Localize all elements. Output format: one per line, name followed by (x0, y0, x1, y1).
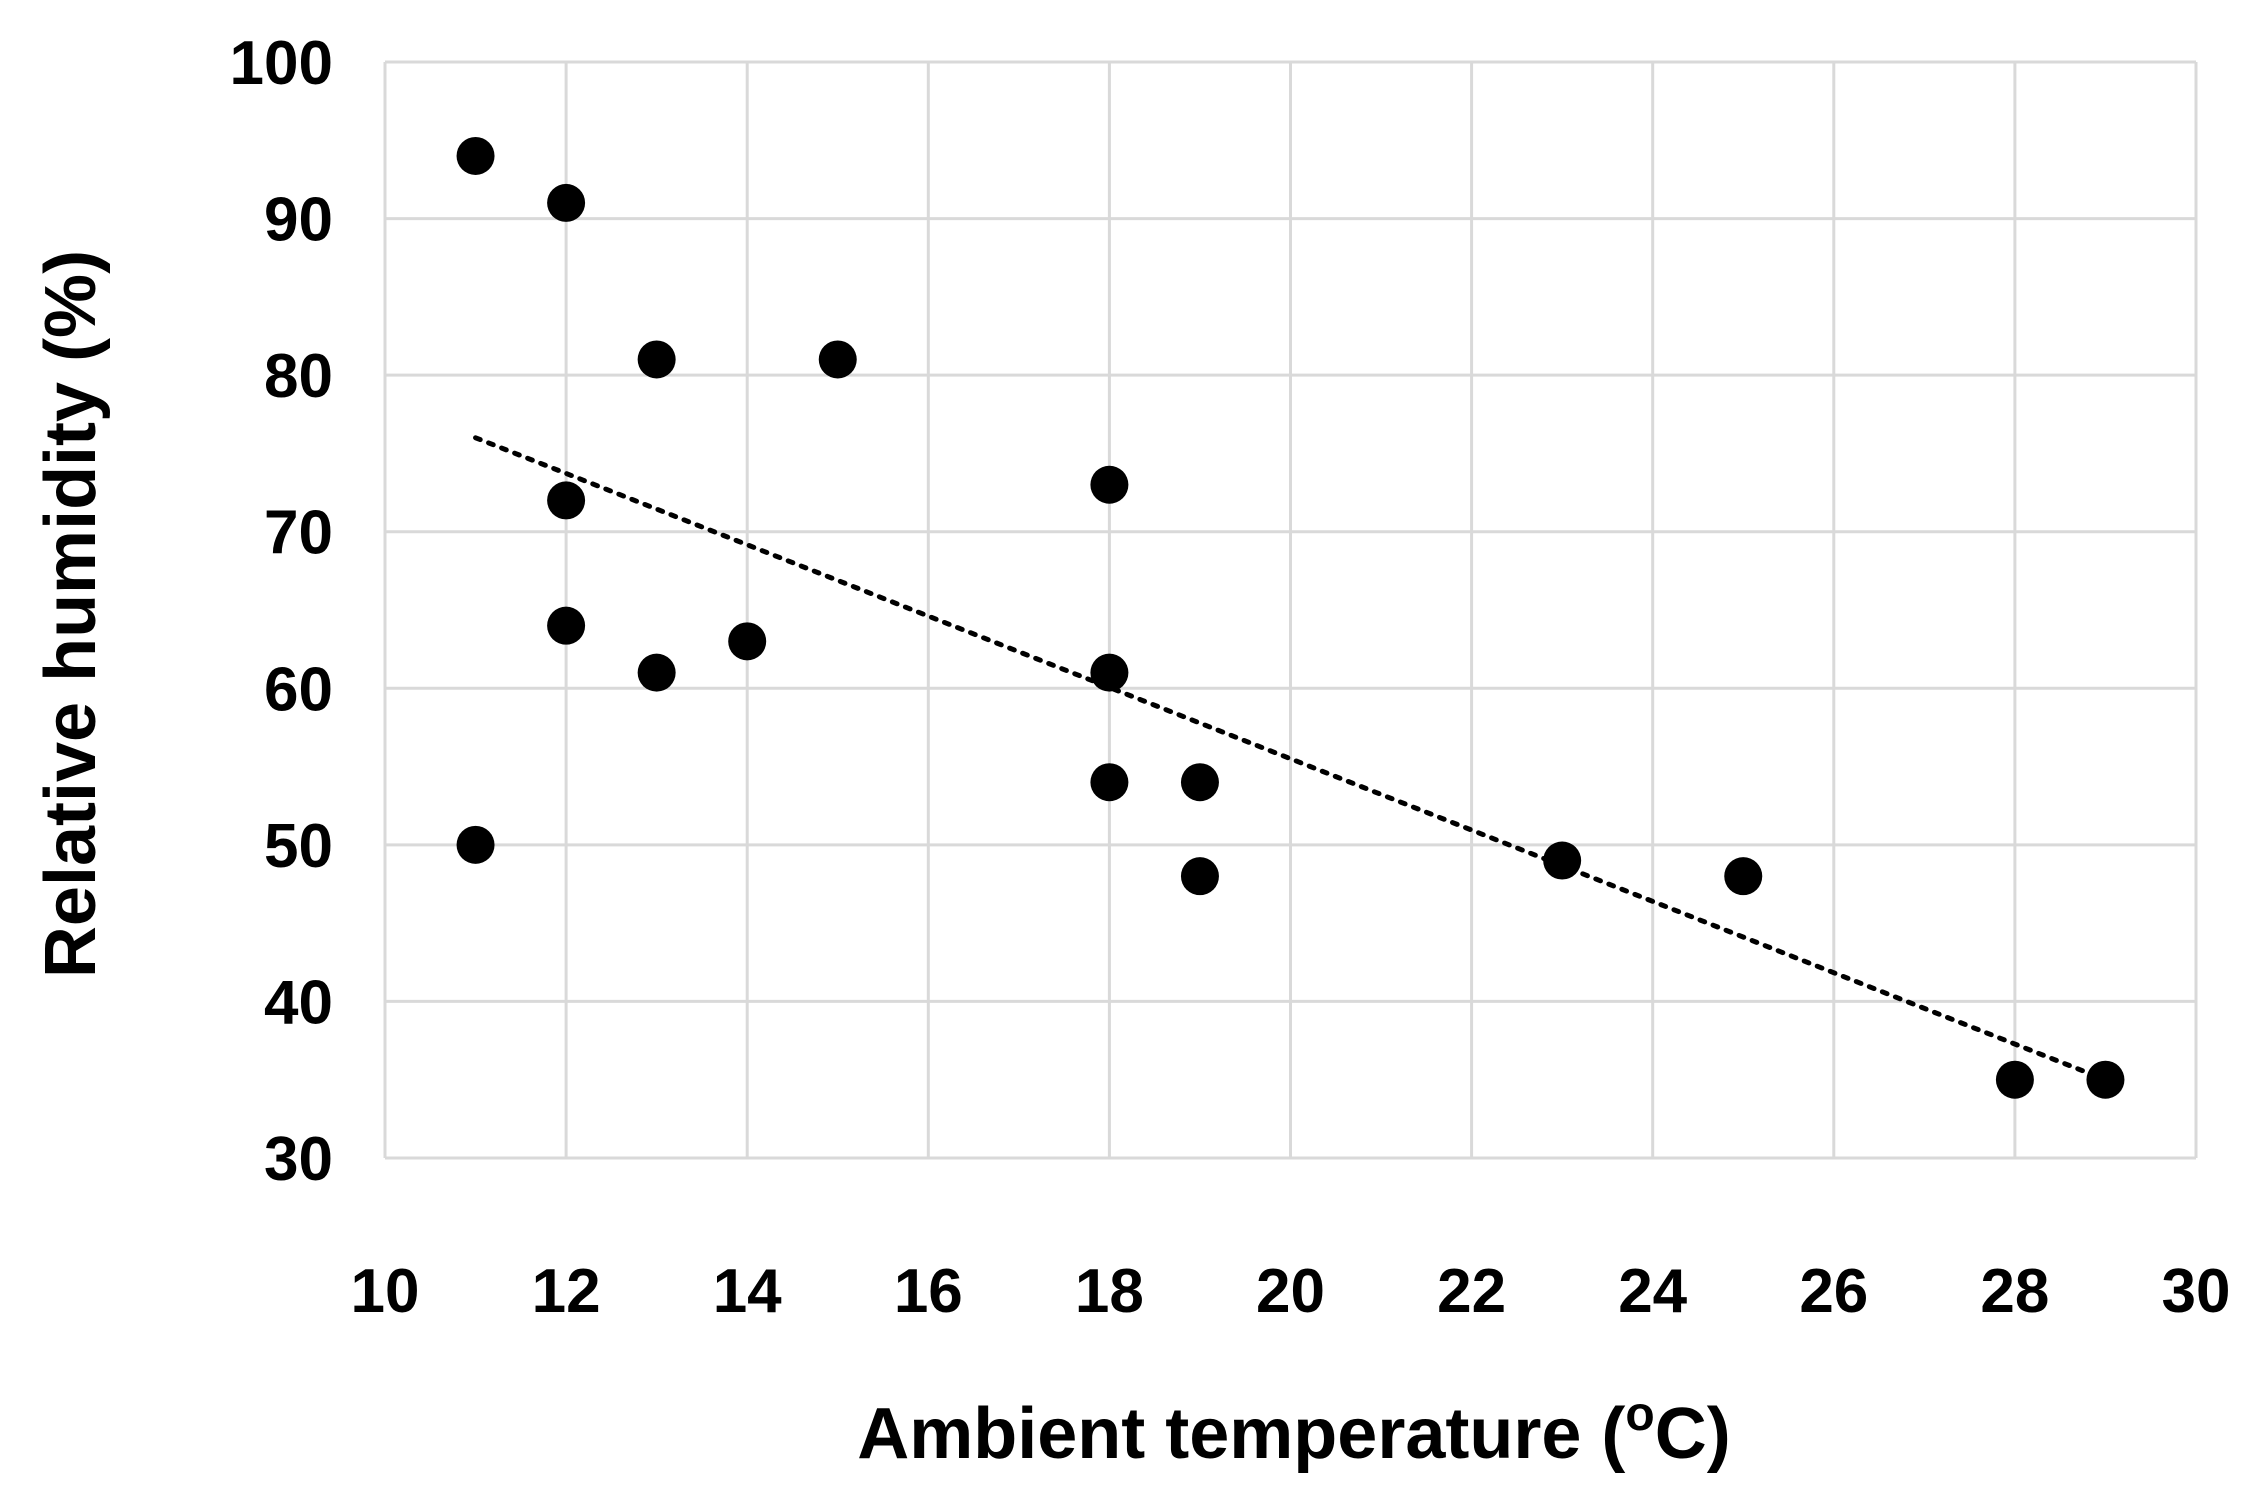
y-tick-label: 70 (264, 499, 333, 568)
y-axis-title: Relative humidity (%) (31, 250, 111, 978)
x-tick-label: 22 (1437, 1257, 1506, 1326)
x-tick-label: 26 (1799, 1257, 1868, 1326)
data-point (637, 340, 676, 379)
data-point (637, 653, 676, 692)
x-tick-label: 20 (1256, 1257, 1325, 1326)
data-point (1090, 465, 1129, 504)
x-tick-label: 10 (351, 1257, 420, 1326)
data-point (1180, 857, 1219, 896)
x-tick-label: 24 (1618, 1257, 1687, 1326)
x-tick-label: 14 (713, 1257, 782, 1326)
data-point (1543, 841, 1582, 880)
y-tick-label: 50 (264, 812, 333, 881)
data-point (818, 340, 857, 379)
data-point (1180, 763, 1219, 802)
x-axis-title: Ambient temperature (oC) (857, 1388, 1730, 1474)
x-tick-label: 18 (1075, 1257, 1144, 1326)
y-tick-label: 30 (264, 1125, 333, 1194)
y-tick-label: 40 (264, 968, 333, 1037)
y-tick-label: 80 (264, 342, 333, 411)
x-tick-label: 28 (1980, 1257, 2049, 1326)
x-tick-label: 30 (2162, 1257, 2231, 1326)
data-point (547, 481, 586, 520)
data-point (1724, 857, 1763, 896)
x-tick-label: 16 (894, 1257, 963, 1326)
data-point (456, 136, 495, 175)
data-point (1090, 763, 1129, 802)
trendline-group (473, 435, 2108, 1083)
grid-lines (383, 60, 2198, 1160)
x-axis-title-unit: C) (1655, 1394, 1731, 1474)
y-tick-label: 90 (264, 186, 333, 255)
data-point (1995, 1060, 2034, 1099)
tick-labels: 10 12 14 16 18 20 22 24 26 28 30 30 40 50 60 70 80 90 100 (230, 29, 2231, 1326)
data-point (1090, 653, 1129, 692)
data-point (456, 825, 495, 864)
x-tick-label: 12 (532, 1257, 601, 1326)
x-axis-title-unit-superscript: o (1625, 1388, 1654, 1441)
x-axis-title-main: Ambient temperature ( (857, 1394, 1625, 1474)
data-point (547, 606, 586, 645)
y-tick-label: 60 (264, 655, 333, 724)
data-point (2086, 1060, 2125, 1099)
data-point (547, 183, 586, 222)
data-points (456, 136, 2125, 1099)
data-point (728, 622, 767, 661)
y-tick-label: 100 (230, 29, 333, 98)
linear-trendline (473, 435, 2108, 1083)
